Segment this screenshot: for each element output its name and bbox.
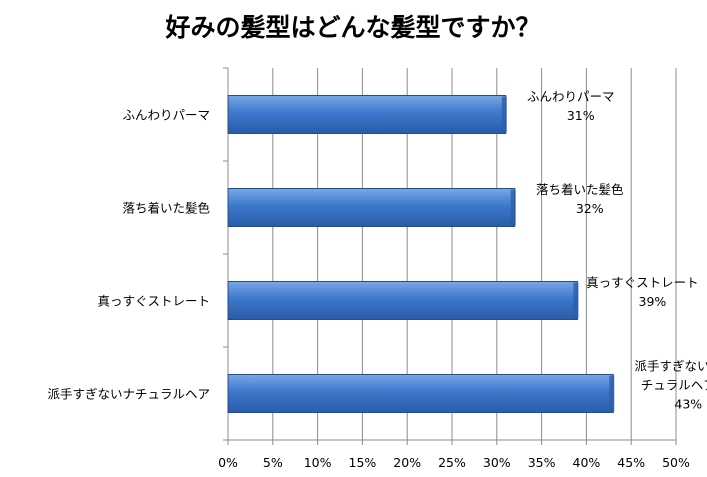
- data-label-value: 43%: [674, 397, 702, 412]
- x-tick-label: 45%: [617, 455, 645, 470]
- bar-end-cap: [510, 189, 516, 226]
- bar-end-cap: [501, 96, 507, 133]
- data-label-value: 32%: [576, 201, 604, 216]
- x-tick-label: 20%: [393, 455, 421, 470]
- x-tick-label: 30%: [483, 455, 511, 470]
- x-tick-labels: 0% 5% 10% 15% 20% 25% 30% 35% 40% 45% 50%: [218, 455, 690, 470]
- bars: [227, 95, 615, 413]
- data-labels: ふんわりパーマ 31% 落ち着いた髪色 32% 真っすぐストレート 39% 派手すぎないナチ…: [527, 89, 707, 412]
- x-tick-label: 15%: [349, 455, 377, 470]
- category-label: 派手すぎないナチュラルヘア: [47, 387, 210, 402]
- bar: [227, 188, 516, 227]
- x-tick-label: 10%: [304, 455, 332, 470]
- bar-end-cap: [609, 375, 615, 412]
- data-label-category: 派手すぎないナ: [635, 359, 707, 374]
- category-label: ふんわりパーマ: [122, 108, 210, 123]
- bar: [227, 374, 614, 413]
- x-tick-label: 5%: [263, 455, 283, 470]
- data-label-category: チュラルヘア: [641, 378, 707, 393]
- x-tick-label: 50%: [662, 455, 690, 470]
- data-label-category: 真っすぐストレート: [586, 275, 699, 290]
- x-tick-label: 25%: [438, 455, 466, 470]
- bar: [227, 95, 507, 134]
- x-tick-label: 0%: [218, 455, 238, 470]
- chart-title: 好みの髪型はどんな髪型ですか？: [164, 13, 540, 42]
- bar: [227, 281, 578, 320]
- data-label-category: 落ち着いた髪色: [536, 182, 624, 197]
- x-tick-label: 35%: [528, 455, 556, 470]
- data-label-value: 31%: [567, 108, 595, 123]
- data-label-category: ふんわりパーマ: [527, 89, 615, 104]
- data-label-value: 39%: [639, 294, 667, 309]
- category-label: 真っすぐストレート: [97, 294, 210, 309]
- category-label: 落ち着いた髪色: [122, 201, 210, 216]
- x-tick-label: 40%: [573, 455, 601, 470]
- bar-end-cap: [573, 282, 579, 319]
